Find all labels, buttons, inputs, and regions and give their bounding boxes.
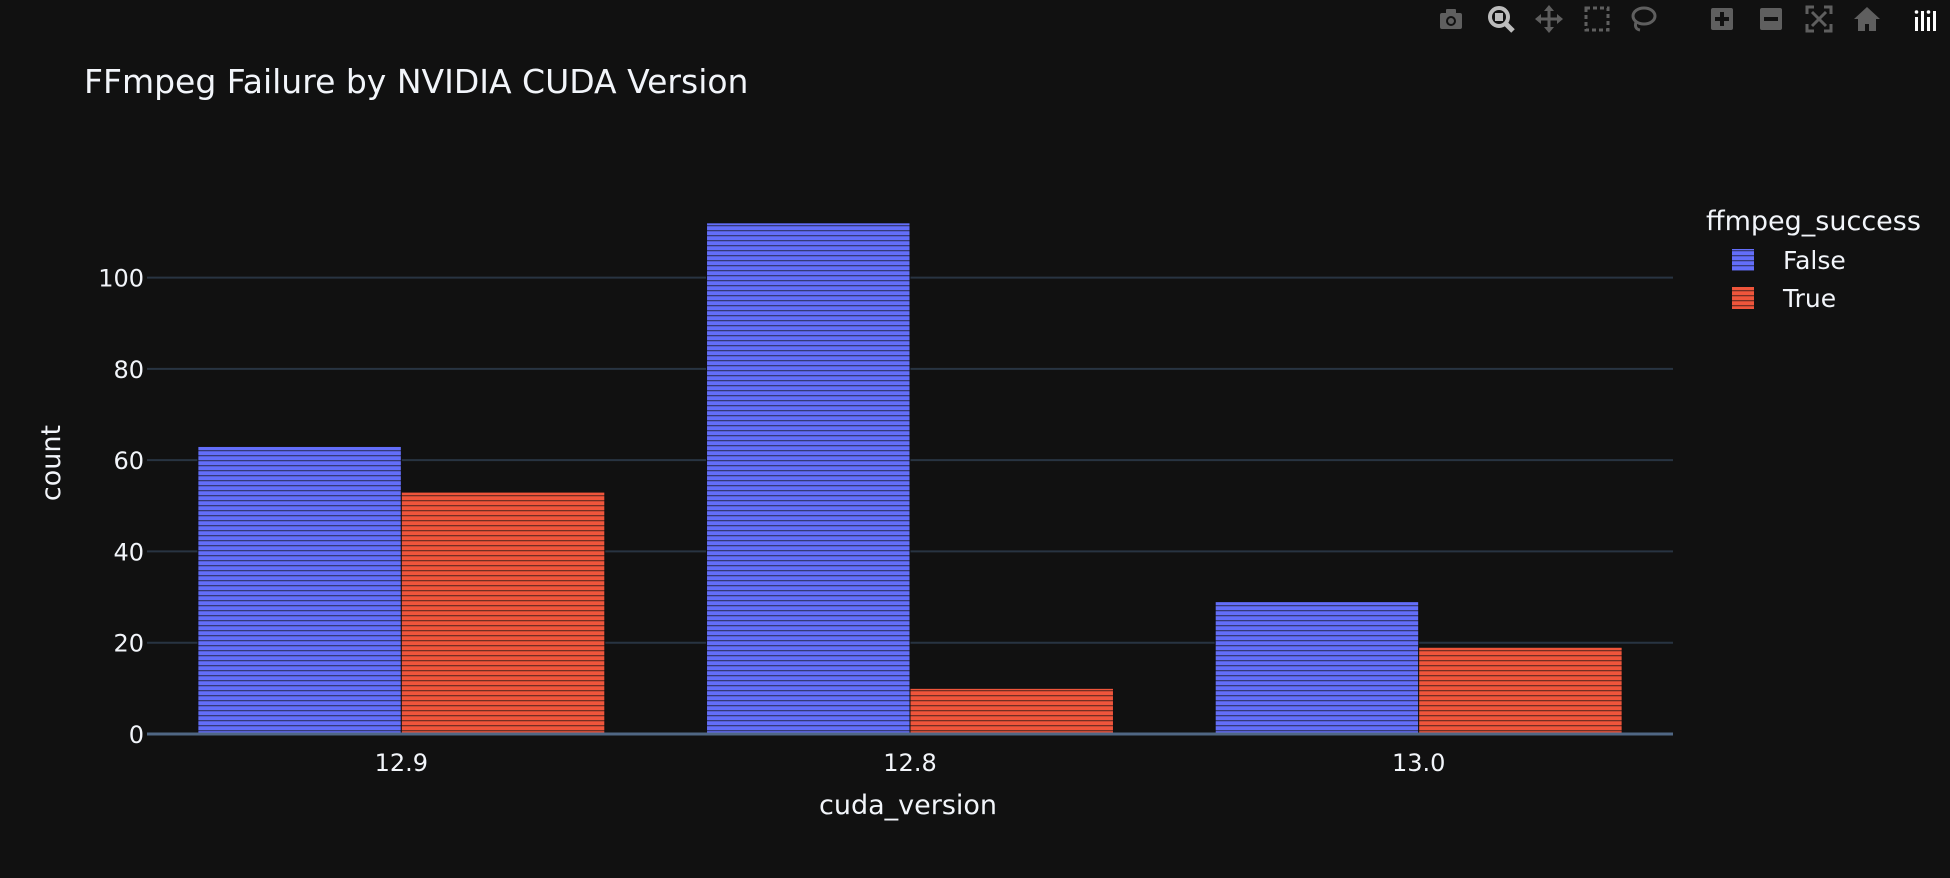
y-tick-label: 20 (113, 630, 144, 658)
camera-icon[interactable] (1434, 2, 1468, 36)
y-tick-label: 60 (113, 447, 144, 475)
bar-false-13-0[interactable] (1214, 601, 1420, 735)
legend-label: False (1783, 246, 1846, 275)
axes: 0 20 40 60 80 100 12.9 12.8 13.0 (98, 265, 1673, 777)
y-tick-label: 40 (113, 538, 144, 566)
y-tick-label: 0 (129, 721, 144, 749)
zoom-icon[interactable] (1484, 2, 1518, 36)
zoom-in-icon[interactable] (1705, 2, 1739, 36)
bar-true-12-9[interactable] (400, 491, 606, 735)
x-axis-label: cuda_version (819, 790, 997, 821)
chart-title: FFmpeg Failure by NVIDIA CUDA Version (84, 62, 748, 101)
y-tick-label: 100 (98, 265, 144, 293)
plotly-logo-icon[interactable] (1910, 2, 1944, 36)
bar-true-13-0[interactable] (1418, 646, 1623, 735)
legend[interactable]: ffmpeg_success False True (1706, 206, 1921, 313)
legend-swatch (1732, 249, 1754, 271)
y-axis-label: count (36, 425, 67, 501)
x-tick-label: 12.9 (375, 749, 428, 777)
legend-label: True (1782, 284, 1836, 313)
legend-swatch (1732, 287, 1754, 309)
bars (197, 222, 1623, 735)
bar-true-12-8[interactable] (909, 687, 1114, 735)
legend-item-false[interactable]: False (1732, 246, 1846, 275)
bar-false-12-8[interactable] (706, 222, 911, 735)
box-select-icon[interactable] (1580, 2, 1614, 36)
lasso-select-icon[interactable] (1626, 2, 1660, 36)
x-tick-label: 12.8 (883, 749, 936, 777)
x-tick-label: 13.0 (1392, 749, 1445, 777)
modebar (1420, 0, 1950, 40)
bar-false-12-9[interactable] (197, 445, 402, 735)
legend-item-true[interactable]: True (1732, 284, 1836, 313)
y-tick-label: 80 (113, 356, 144, 384)
autoscale-icon[interactable] (1802, 2, 1836, 36)
legend-title: ffmpeg_success (1706, 206, 1921, 237)
pan-icon[interactable] (1532, 2, 1566, 36)
reset-axes-icon[interactable] (1850, 2, 1884, 36)
zoom-out-icon[interactable] (1754, 2, 1788, 36)
